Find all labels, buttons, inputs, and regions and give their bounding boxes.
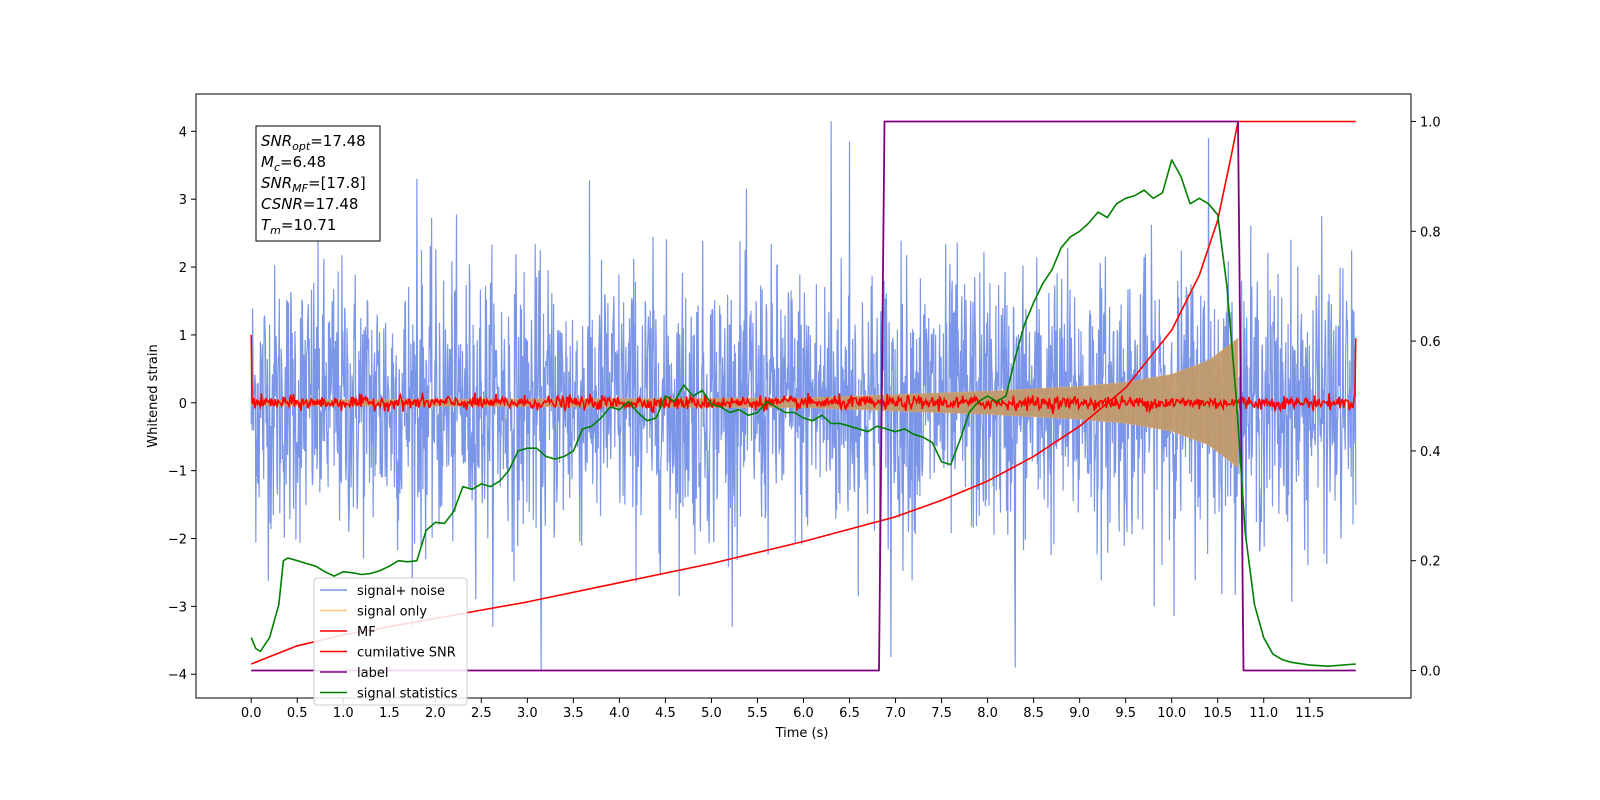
y2-tick-label: 0.2 bbox=[1420, 555, 1441, 570]
x-tick-label: 7.5 bbox=[931, 706, 952, 721]
annotation-value: =10.71 bbox=[281, 216, 337, 234]
y-tick-label: −1 bbox=[168, 465, 187, 480]
annotation-line: Mc=6.48 bbox=[261, 153, 326, 174]
annotation-line: CSNR=17.48 bbox=[261, 195, 358, 213]
x-tick-label: 10.5 bbox=[1203, 706, 1232, 721]
x-tick-label: 11.0 bbox=[1249, 706, 1278, 721]
y2-tick-label: 0.4 bbox=[1420, 445, 1441, 460]
x-tick-label: 10.0 bbox=[1157, 706, 1186, 721]
legend-label: cumilative SNR bbox=[357, 646, 456, 661]
x-tick-label: 1.0 bbox=[333, 706, 354, 721]
x-tick-label: 8.5 bbox=[1023, 706, 1044, 721]
annotation-value: =17.48 bbox=[303, 195, 359, 213]
x-tick-label: 4.0 bbox=[609, 706, 630, 721]
annotation-line: Tm=10.71 bbox=[261, 216, 336, 237]
legend-label: signal statistics bbox=[357, 687, 458, 702]
x-tick-label: 1.5 bbox=[379, 706, 400, 721]
x-tick-label: 2.0 bbox=[425, 706, 446, 721]
legend-label: label bbox=[357, 666, 388, 681]
x-tick-label: 6.0 bbox=[793, 706, 814, 721]
y-tick-label: −3 bbox=[168, 600, 187, 615]
annotation-symbol: M bbox=[261, 153, 274, 171]
y2-tick-label: 0.0 bbox=[1420, 665, 1441, 680]
series-signal-statistics bbox=[250, 159, 1356, 667]
annotation-subscript: m bbox=[270, 224, 281, 237]
x-tick-label: 3.0 bbox=[517, 706, 538, 721]
y2-tick-label: 0.6 bbox=[1420, 335, 1441, 350]
x-tick-label: 7.0 bbox=[885, 706, 906, 721]
x-tick-label: 8.0 bbox=[977, 706, 998, 721]
x-tick-label: 9.5 bbox=[1115, 706, 1136, 721]
annotation-symbol: T bbox=[261, 216, 272, 234]
annotation-symbol: SNR bbox=[261, 174, 292, 192]
annotation-line: SNRMF=[17.8] bbox=[261, 174, 366, 195]
annotation-frame bbox=[255, 125, 381, 242]
x-tick-label: 4.5 bbox=[655, 706, 676, 721]
annotation-value: =17.48 bbox=[310, 132, 366, 150]
series-mf bbox=[250, 334, 1357, 415]
stats-annotation-box: SNRopt=17.48Mc=6.48SNRMF=[17.8]CSNR=17.4… bbox=[255, 125, 381, 242]
y-tick-label: 3 bbox=[179, 193, 187, 208]
legend: signal+ noise signal only MF cumilative SNR… bbox=[313, 577, 468, 706]
y2-tick-label: 0.8 bbox=[1420, 225, 1441, 240]
x-tick-label: 5.0 bbox=[701, 706, 722, 721]
x-tick-label: 5.5 bbox=[747, 706, 768, 721]
y-tick-label: −4 bbox=[168, 668, 187, 683]
y-tick-label: 4 bbox=[179, 125, 187, 140]
annotation-symbol: SNR bbox=[261, 132, 292, 150]
y2-tick-label: 1.0 bbox=[1420, 115, 1441, 130]
y-tick-label: 0 bbox=[179, 397, 187, 412]
x-tick-label: 0.0 bbox=[241, 706, 262, 721]
x-tick-label: 6.5 bbox=[839, 706, 860, 721]
x-tick-label: 3.5 bbox=[563, 706, 584, 721]
legend-label: MF bbox=[357, 625, 376, 640]
series-signal-plus-noise bbox=[250, 121, 1357, 671]
legend-frame bbox=[313, 577, 468, 706]
series-label bbox=[251, 120, 1356, 672]
annotation-value: =6.48 bbox=[280, 153, 326, 171]
annotation-value: =[17.8] bbox=[308, 174, 366, 192]
legend-label: signal+ noise bbox=[357, 584, 445, 599]
annotation-line: SNRopt=17.48 bbox=[261, 132, 366, 153]
legend-label: signal only bbox=[357, 605, 427, 620]
x-tick-label: 2.5 bbox=[471, 706, 492, 721]
annotation-subscript: opt bbox=[292, 140, 311, 153]
y-tick-label: 1 bbox=[179, 329, 187, 344]
y-axis-ticks: 4 3 2 1 0 −1 −2 −3 −4 bbox=[168, 125, 196, 683]
x-axis-ticks: 0.0 0.5 1.0 1.5 2.0 2.5 3.0 3.5 4.0 4.5 5.0 5.5 6.0 6… bbox=[241, 698, 1324, 721]
annotation-subscript: c bbox=[274, 161, 280, 174]
annotation-subscript: MF bbox=[292, 182, 308, 195]
x-tick-label: 0.5 bbox=[287, 706, 308, 721]
y-tick-label: 2 bbox=[179, 261, 187, 276]
y2-axis-ticks: 1.0 0.8 0.6 0.4 0.2 0.0 bbox=[1411, 115, 1441, 680]
y-tick-label: −2 bbox=[168, 533, 187, 548]
y-axis-label: Whitened strain bbox=[146, 344, 161, 447]
annotation-symbol: CSNR bbox=[261, 195, 303, 213]
x-tick-label: 11.5 bbox=[1295, 706, 1324, 721]
x-axis-label: Time (s) bbox=[775, 726, 829, 741]
x-tick-label: 9.0 bbox=[1069, 706, 1090, 721]
